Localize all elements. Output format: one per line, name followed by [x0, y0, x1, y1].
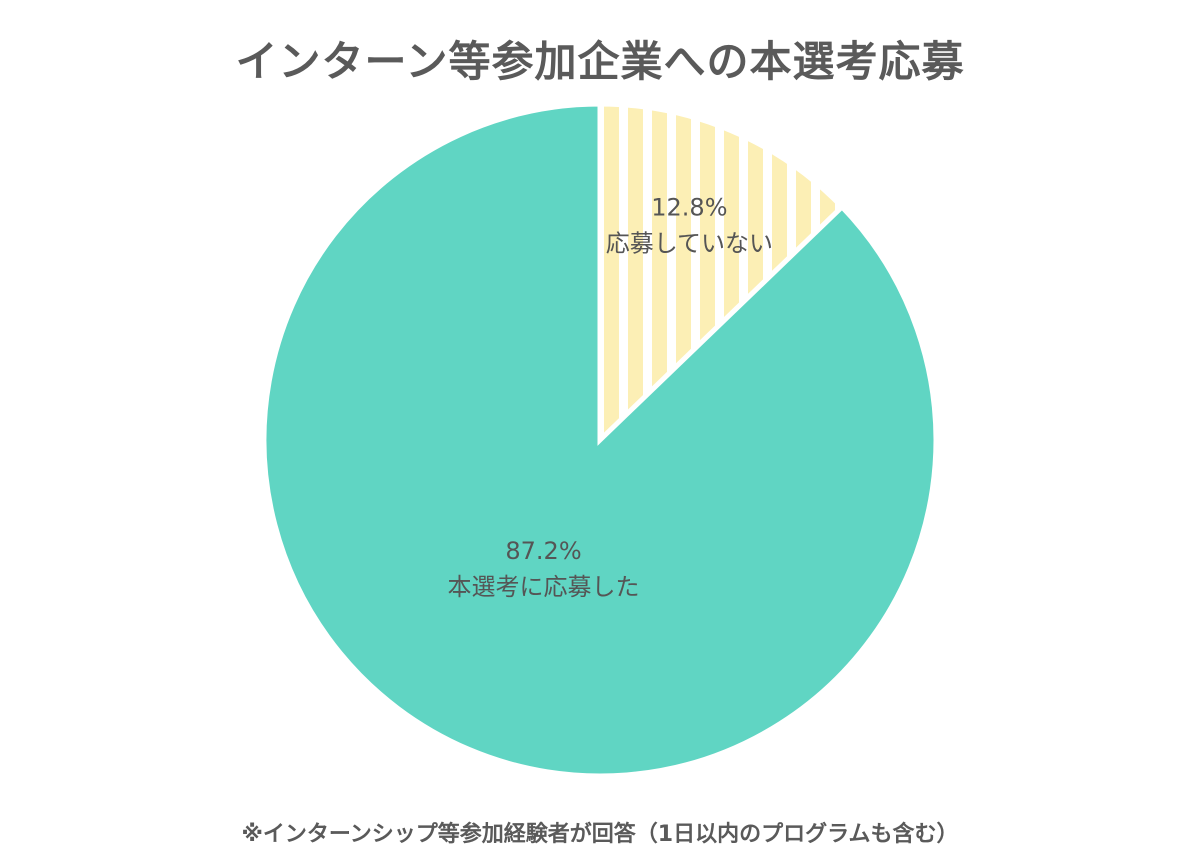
slice-value-label-1: 87.2%: [505, 537, 581, 565]
pie-slice-0: [597, 101, 846, 446]
pie-slices: [261, 101, 939, 779]
slice-value-label-0: 12.8%: [651, 194, 727, 222]
slice-category-label-0: 応募していない: [606, 230, 773, 258]
slice-category-label-1: 本選考に応募した: [448, 573, 640, 601]
chart-title: インターン等参加企業への本選考応募: [235, 37, 965, 86]
pie-slice-1: [261, 101, 939, 779]
footnote: ※インターンシップ等参加経験者が回答（1日以内のプログラムも含む）: [241, 822, 959, 847]
pie-labels: 12.8% 応募していない 87.2% 本選考に応募した: [448, 194, 774, 601]
